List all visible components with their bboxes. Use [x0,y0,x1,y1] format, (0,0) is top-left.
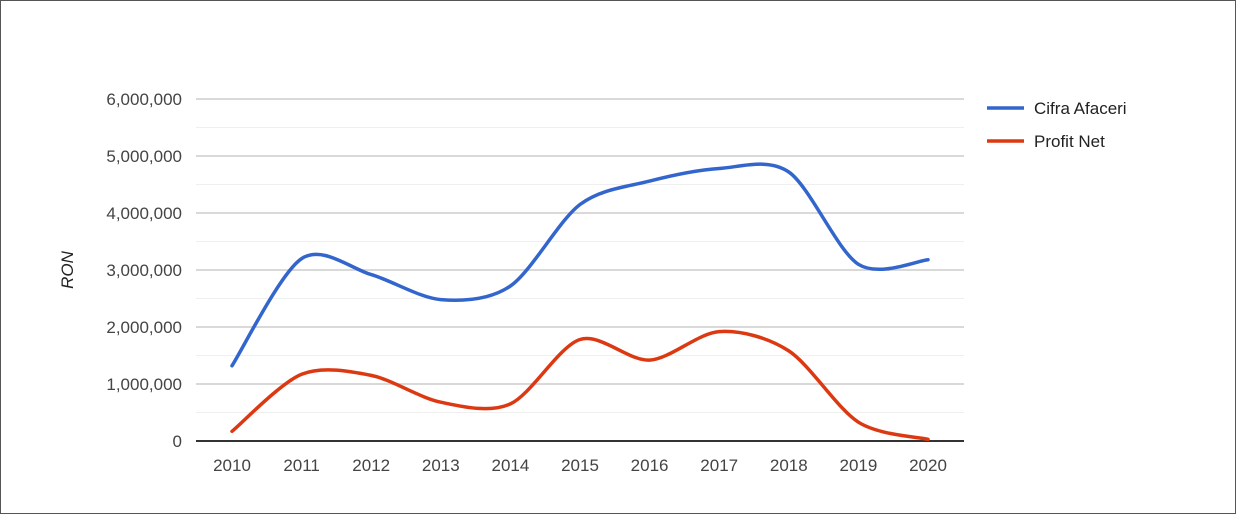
x-tick-label: 2012 [352,456,390,475]
y-tick-label: 0 [173,432,182,451]
x-tick-label: 2010 [213,456,251,475]
x-tick-label: 2016 [631,456,669,475]
legend-item-cifra-afaceri: Cifra Afaceri [987,99,1127,118]
legend: Cifra Afaceri Profit Net [987,99,1127,151]
y-tick-label: 6,000,000 [106,90,182,109]
y-tick-label: 4,000,000 [106,204,182,223]
legend-label: Cifra Afaceri [1034,99,1127,118]
x-tick-label: 2017 [700,456,738,475]
minor-gridlines [196,127,964,413]
x-tick-label: 2020 [909,456,947,475]
x-tick-label: 2018 [770,456,808,475]
y-tick-label: 5,000,000 [106,147,182,166]
x-tick-label: 2011 [283,456,320,475]
x-tick-label: 2015 [561,456,599,475]
series-line-cifra-afaceri [230,162,930,368]
y-axis-label: RON [58,250,77,289]
series-lines [230,162,930,442]
series-line-profit-net [230,329,930,442]
legend-item-profit-net: Profit Net [987,132,1105,151]
x-tick-label: 2014 [491,456,529,475]
y-axis-tick-labels: 0 1,000,000 2,000,000 3,000,000 4,000,000 5,0… [106,90,182,451]
x-axis-tick-labels: 2010 2011 2012 2013 2014 2015 2016 2017 2018 2019… [213,456,947,475]
x-tick-label: 2013 [422,456,460,475]
legend-label: Profit Net [1034,132,1105,151]
y-tick-label: 3,000,000 [106,261,182,280]
major-gridlines [196,98,964,385]
y-tick-label: 1,000,000 [106,375,182,394]
y-tick-label: 2,000,000 [106,318,182,337]
x-tick-label: 2019 [839,456,877,475]
